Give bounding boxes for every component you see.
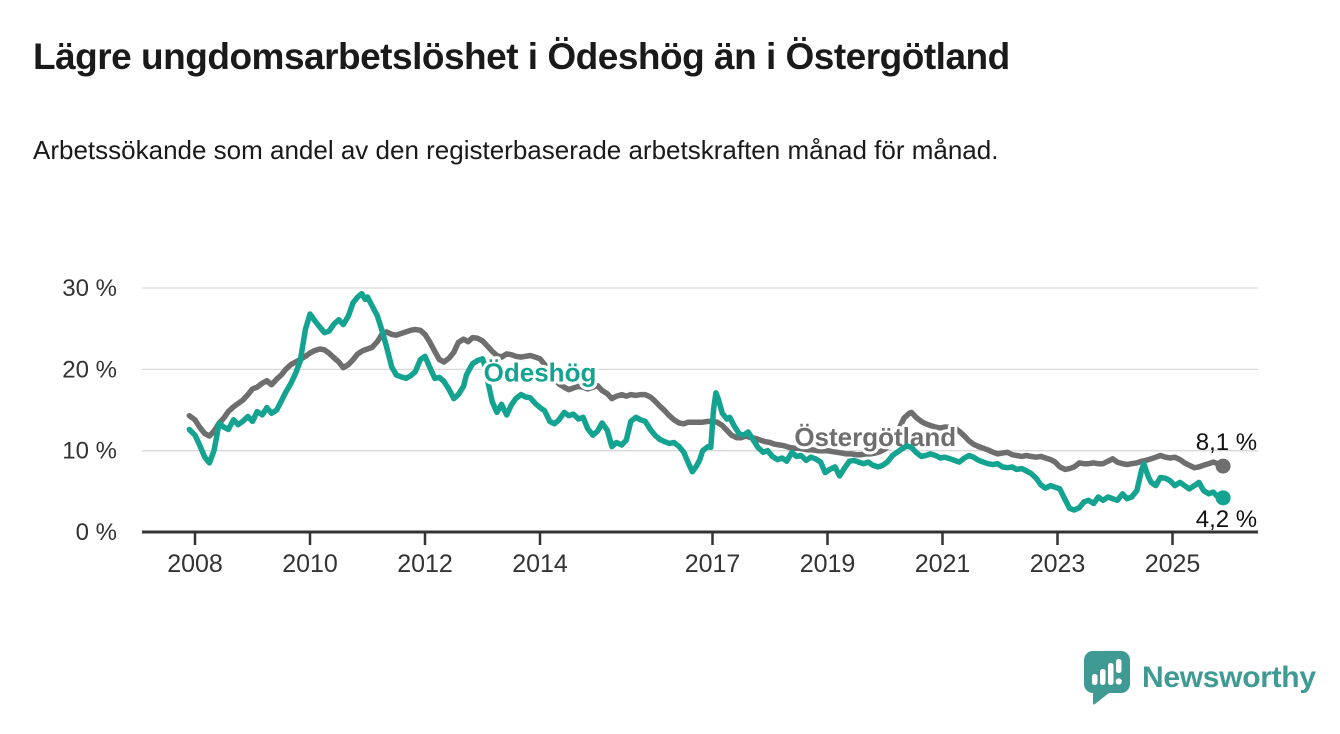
- series-end-dot-deshg: [1215, 490, 1231, 506]
- series-line-deshg: [186, 290, 1226, 513]
- brand-wordmark: Newsworthy: [1142, 661, 1316, 694]
- x-tick-label-2012: 2012: [397, 550, 453, 578]
- series-end-dot-stergtland: [1215, 458, 1231, 474]
- x-tick-label-2017: 2017: [685, 550, 741, 578]
- end-value-label-stergtland: 8,1 %: [1196, 429, 1257, 456]
- y-tick-label-10: 10 %: [62, 438, 117, 465]
- x-tick-label-2014: 2014: [512, 550, 568, 578]
- page-subtitle: Arbetssökande som andel av den registerb…: [33, 135, 999, 165]
- series-label-deshg: Ödeshög: [484, 358, 597, 388]
- y-tick-label-0: 0 %: [76, 519, 117, 546]
- newsworthy-logo-icon: [1084, 651, 1130, 705]
- x-tick-label-2010: 2010: [282, 550, 338, 578]
- series-line-stergtland: [186, 326, 1226, 473]
- exclamation-bar: [1116, 659, 1122, 673]
- x-tick-label-2019: 2019: [800, 550, 856, 578]
- bar-small: [1092, 674, 1098, 685]
- brand-footer: Newsworthy: [1084, 650, 1316, 706]
- page-title: Lägre ungdomsarbetslöshet i Ödeshög än i…: [33, 36, 1010, 77]
- y-tick-label-30: 30 %: [62, 275, 117, 302]
- x-tick-label-2021: 2021: [915, 550, 971, 578]
- x-tick-label-2025: 2025: [1145, 550, 1201, 578]
- x-tick-label-2008: 2008: [167, 550, 223, 578]
- y-tick-label-20: 20 %: [62, 356, 117, 383]
- end-value-label-deshg: 4,2 %: [1196, 506, 1257, 533]
- series-label-stergtland: Östergötland: [794, 422, 956, 452]
- bar-tall: [1108, 663, 1114, 685]
- speech-bubble-shape: [1084, 651, 1130, 705]
- exclamation-dot: [1115, 678, 1122, 685]
- x-tick-label-2023: 2023: [1030, 550, 1086, 578]
- bar-medium: [1100, 669, 1106, 685]
- line-chart: 0 % 10 % 20 % 30 % 2008 2010 2012 2014 2017 2019 2…: [62, 275, 1258, 578]
